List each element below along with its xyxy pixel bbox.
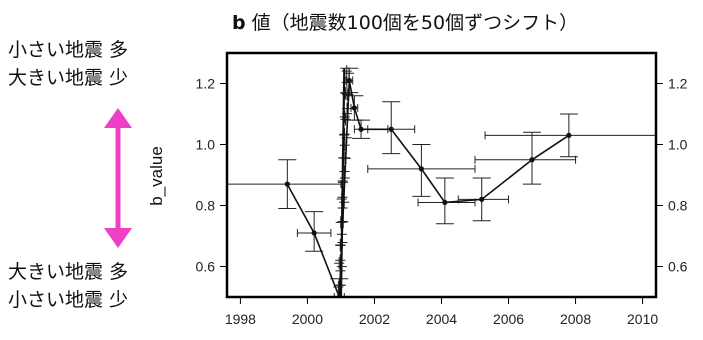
x-tick-label: 2002	[359, 311, 390, 327]
series-line	[286, 80, 570, 297]
data-point	[442, 199, 448, 206]
legend-top-line1: 小さい地震 多	[8, 39, 129, 61]
data-point	[284, 181, 290, 187]
y-tick-label-left: 0.6	[196, 259, 216, 275]
data-point	[346, 77, 352, 84]
x-tick-label: 2000	[292, 311, 323, 327]
y-tick-label-left: 1.0	[196, 137, 216, 153]
y-tick-label-right: 0.6	[668, 259, 688, 275]
y-axis-label: b_value	[147, 146, 166, 206]
legend-bottom-line1: 大きい地震 多	[8, 261, 129, 283]
x-tick-label: 2006	[493, 311, 524, 327]
x-tick-label: 1998	[225, 311, 256, 327]
y-tick-label-right: 1.0	[668, 137, 688, 153]
data-point	[566, 132, 572, 138]
data-point	[529, 157, 535, 163]
chart-title-b: b	[232, 12, 246, 34]
data-point	[388, 126, 394, 132]
y-tick-label-right: 1.2	[668, 76, 688, 92]
data-point	[351, 105, 357, 111]
legend-top: 小さい地震 多 大きい地震 少	[8, 36, 128, 92]
y-tick-label-right: 0.8	[668, 198, 688, 214]
legend-top-line2: 大きい地震 少	[8, 67, 129, 89]
data-point	[479, 196, 485, 202]
arrow-head-up-icon	[104, 108, 132, 128]
plot-area	[227, 65, 656, 297]
x-tick-label: 2008	[560, 311, 591, 327]
data-point	[358, 126, 364, 132]
y-tick-label-left: 1.2	[196, 76, 216, 92]
y-tick-label-left: 0.8	[196, 198, 216, 214]
plot-frame	[225, 51, 658, 299]
data-point	[311, 230, 317, 236]
data-point	[418, 166, 424, 172]
x-tick-label: 2004	[426, 311, 457, 327]
legend-bottom-line2: 小さい地震 少	[8, 289, 129, 311]
chart-title-rest: 値（地震数100個を50個ずつシフト）	[246, 12, 578, 34]
arrow-head-down-icon	[104, 228, 132, 248]
x-tick-label: 2010	[627, 311, 658, 327]
chart-title: b 値（地震数100個を50個ずつシフト）	[232, 12, 578, 34]
legend-bottom: 大きい地震 多 小さい地震 少	[8, 258, 128, 314]
